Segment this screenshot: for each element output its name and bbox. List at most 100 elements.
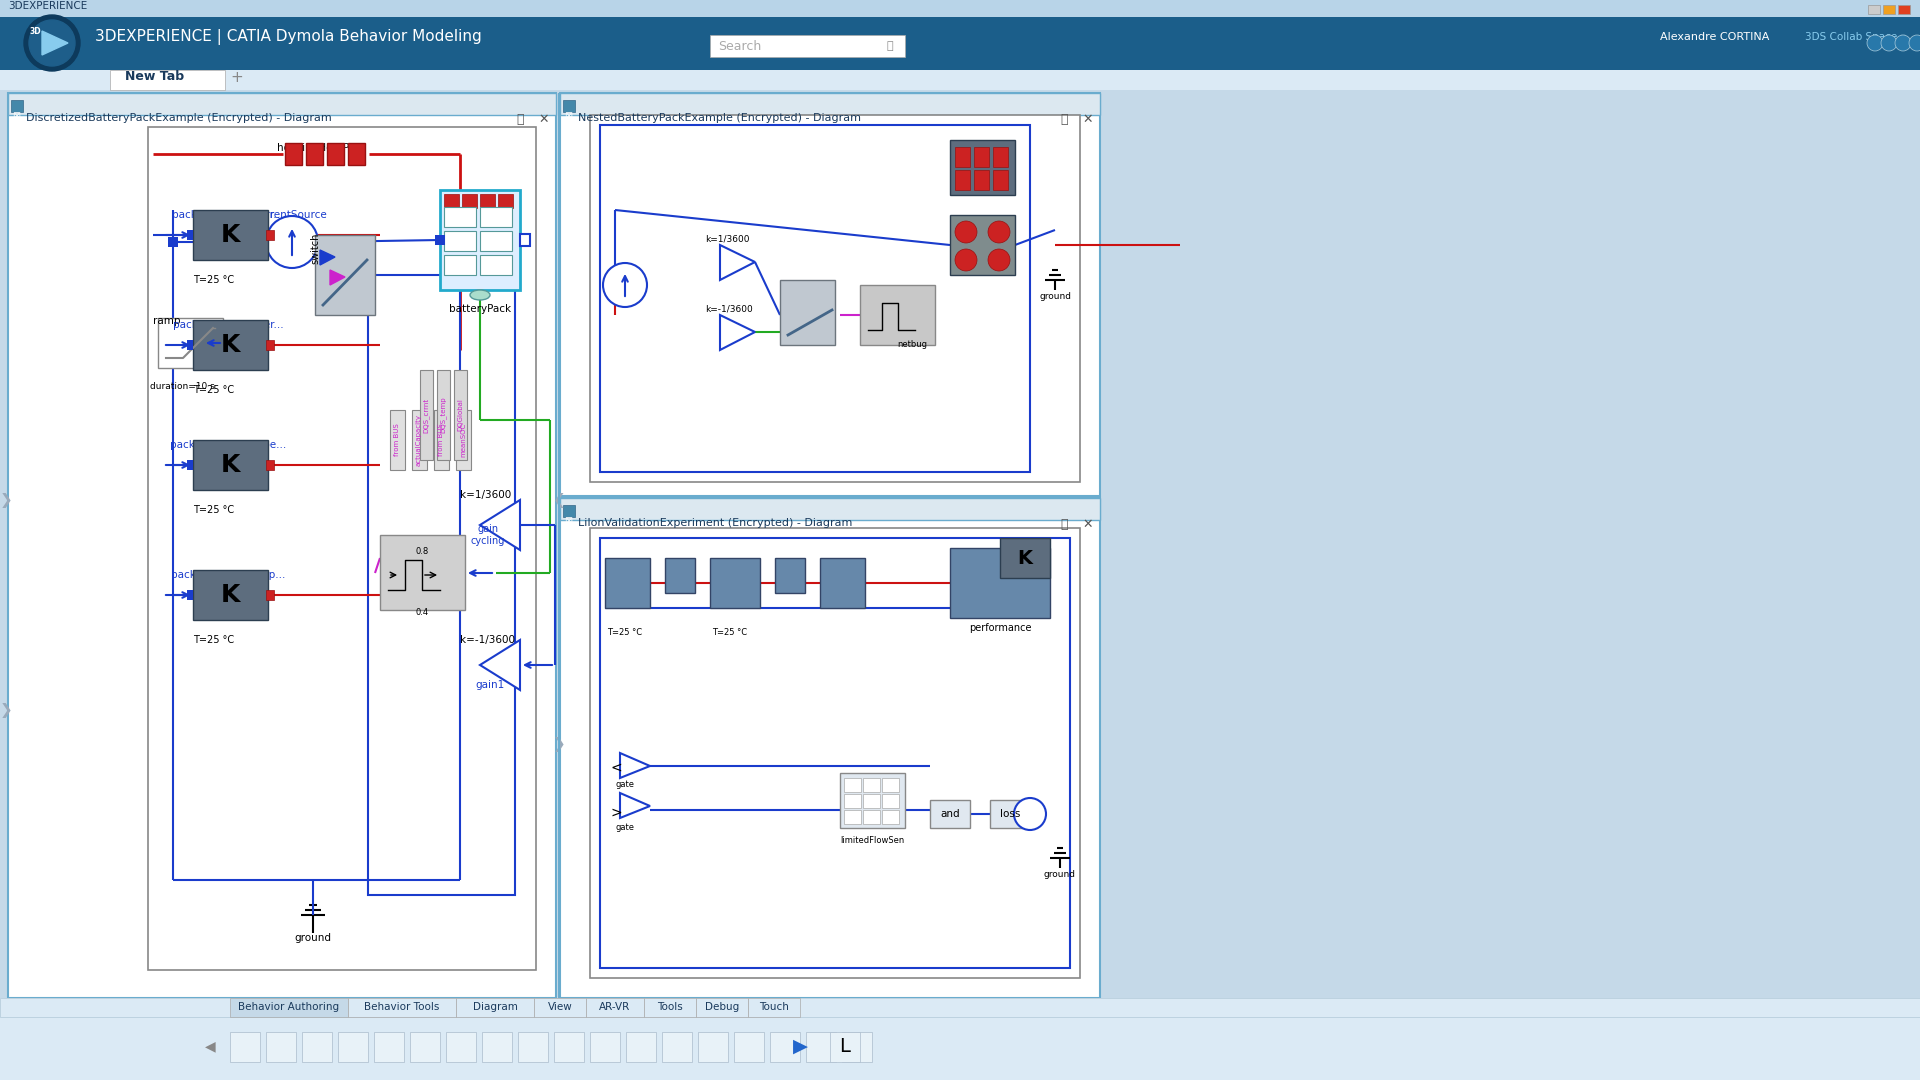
Text: T=25 °C: T=25 °C [607,627,643,637]
Bar [0,998,1920,1080]
Text: netbug: netbug [897,340,927,349]
Bar [662,1032,691,1062]
Text: packFrontBackTemp...: packFrontBackTemp... [171,570,286,580]
Text: limitedFlowSen: limitedFlowSen [839,836,904,845]
Text: k=-1/3600: k=-1/3600 [461,635,515,645]
Text: ✕: ✕ [538,113,549,126]
Bar [993,170,1008,190]
Polygon shape [480,500,520,550]
Bar [194,210,269,260]
Bar [881,778,899,792]
Bar [157,318,223,368]
Text: View: View [547,1002,572,1012]
Text: DQS_crrnt: DQS_crrnt [422,397,430,433]
Bar [749,998,801,1017]
Ellipse shape [470,291,490,300]
Circle shape [954,221,977,243]
Bar [0,998,1920,1017]
Circle shape [989,221,1010,243]
Text: Tools: Tools [657,1002,684,1012]
Polygon shape [720,315,755,350]
Bar [563,505,574,517]
Bar [561,498,1100,519]
Circle shape [1895,35,1910,51]
Text: gate: gate [614,823,634,832]
Bar [480,194,495,208]
Text: k=1/3600: k=1/3600 [705,235,749,244]
Bar [589,528,1079,978]
Bar [862,778,879,792]
Text: K: K [221,333,240,357]
Polygon shape [480,640,520,690]
Bar [806,1032,835,1062]
Bar [169,237,179,247]
Bar [820,558,866,608]
Bar [563,100,574,112]
Circle shape [1908,35,1920,51]
Text: K: K [1018,549,1033,567]
Text: currentSource: currentSource [253,210,326,220]
Bar [586,998,643,1017]
Bar [326,143,344,165]
Text: from BUS: from BUS [394,423,399,457]
Bar [194,440,269,490]
Text: 0.4: 0.4 [415,608,428,617]
Text: gain1: gain1 [476,680,505,690]
Bar [862,794,879,808]
Bar [109,70,225,90]
Bar [829,1032,860,1062]
Bar [444,231,476,251]
Bar [480,231,513,251]
Bar [599,538,1069,968]
Bar [845,778,860,792]
Bar [438,370,449,460]
Text: <: < [611,761,622,775]
Text: ❯: ❯ [553,738,566,753]
Bar [445,1032,476,1062]
Text: Search: Search [718,40,760,53]
Bar [348,143,365,165]
Bar [186,460,194,470]
Bar [559,93,561,998]
Text: ground: ground [294,933,332,943]
Bar [1884,5,1895,14]
Bar [770,1032,801,1062]
Bar [0,17,1920,70]
Bar [453,370,467,460]
Text: +: + [230,69,242,84]
Text: 3D: 3D [31,27,42,36]
Text: ▶: ▶ [793,1037,808,1055]
Polygon shape [42,31,67,55]
Bar [862,810,879,824]
Bar [1899,5,1910,14]
Bar [194,570,269,620]
Circle shape [989,249,1010,271]
Bar [699,1032,728,1062]
Bar [929,800,970,828]
Bar [463,194,476,208]
Bar [8,93,557,114]
Text: k=-1/3600: k=-1/3600 [705,305,753,314]
Circle shape [1866,35,1884,51]
Bar [555,1032,584,1062]
Bar [950,140,1016,195]
Bar [0,70,1920,90]
Bar [991,800,1029,828]
Bar [973,147,989,167]
Text: 0.8: 0.8 [415,546,428,556]
Text: K: K [221,453,240,477]
Text: NestedBatteryPackExample (Encrypted) - Diagram: NestedBatteryPackExample (Encrypted) - D… [578,113,860,123]
Text: ✕: ✕ [1083,518,1092,531]
Bar [561,93,1100,496]
Text: batteryPack: batteryPack [449,303,511,314]
Bar [457,410,470,470]
Bar [589,114,1079,482]
Text: T=25 °C: T=25 °C [194,505,234,515]
Bar [301,1032,332,1062]
Bar [733,1032,764,1062]
Bar [411,1032,440,1062]
Bar [950,548,1050,618]
Text: performance: performance [970,623,1031,633]
Bar [1868,5,1880,14]
Bar [0,90,1920,998]
